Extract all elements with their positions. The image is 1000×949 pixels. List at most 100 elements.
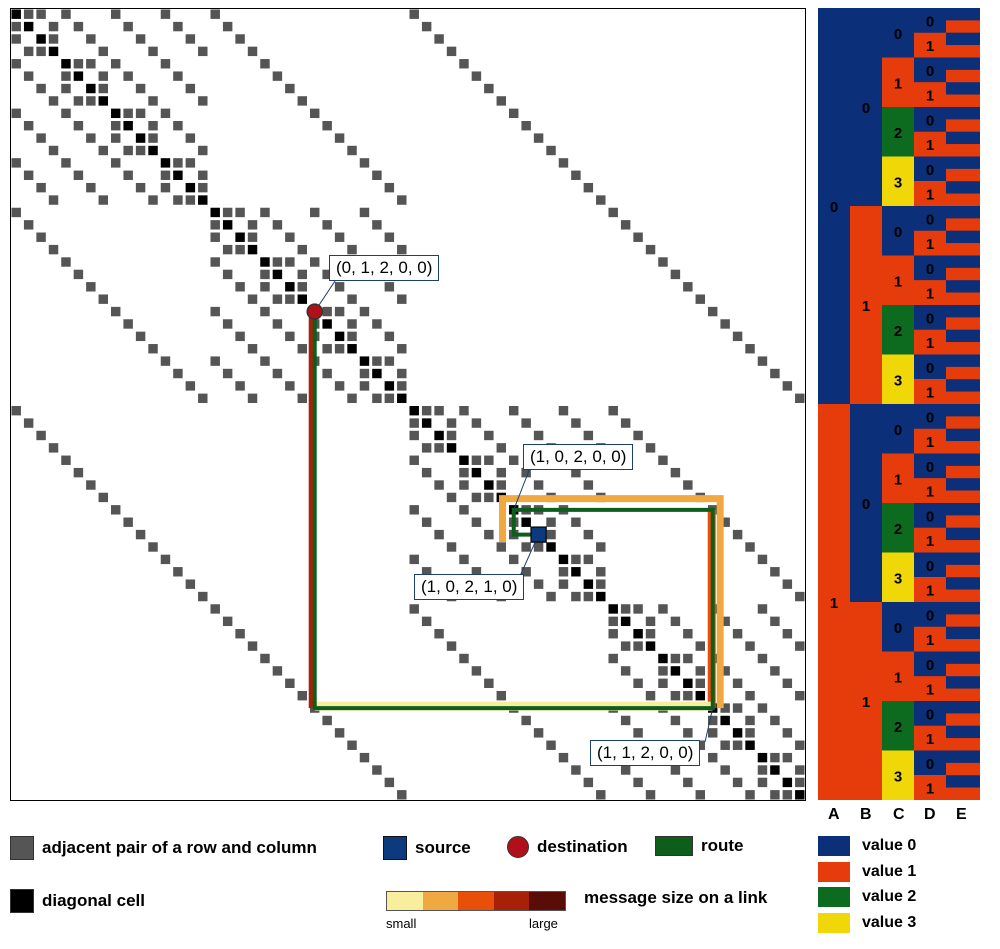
adjacent-cell xyxy=(446,46,457,57)
adjacent-cell xyxy=(123,108,133,119)
adjacent-cell xyxy=(73,96,84,106)
value-1-label: value 1 xyxy=(862,863,917,880)
destination-icon xyxy=(507,836,529,858)
adjacent-cell xyxy=(571,170,581,180)
sidebar-block xyxy=(946,131,980,145)
adjacent-cell xyxy=(409,505,419,515)
legend-value-1: value 1 xyxy=(818,862,916,882)
diagonal-cell xyxy=(421,418,432,428)
adjacent-cell xyxy=(757,604,768,614)
adjacent-cell xyxy=(36,83,46,94)
legend-destination: destination xyxy=(507,836,628,858)
adjacent-cell xyxy=(421,517,432,527)
diagonal-cell xyxy=(48,46,59,57)
adjacent-cell xyxy=(372,220,382,230)
adjacent-cell xyxy=(160,9,171,19)
adjacent-cell xyxy=(633,232,643,242)
sidebar-value-label: 0 xyxy=(894,422,902,439)
diagonal-cell xyxy=(148,145,158,156)
sidebar-block xyxy=(946,69,980,83)
adjacent-cell xyxy=(334,232,345,242)
adjacent-cell xyxy=(334,282,345,292)
diagonal-cell xyxy=(160,158,171,168)
sidebar-value-label: 1 xyxy=(926,781,934,798)
diagonal-cell xyxy=(198,195,208,205)
adjacent-cell xyxy=(73,170,84,180)
sidebar-value-label: 0 xyxy=(926,112,934,129)
scale-cell-1 xyxy=(387,892,423,910)
adjacent-cell xyxy=(409,9,419,19)
adjacent-cell xyxy=(173,195,183,205)
matrix-cells xyxy=(11,9,805,800)
adjacent-cell xyxy=(272,666,283,676)
adjacent-cell xyxy=(61,71,71,81)
adjacent-cell xyxy=(198,96,208,106)
adjacent-cell xyxy=(334,381,345,391)
sidebar-block xyxy=(946,441,980,454)
adjacent-cell xyxy=(695,790,706,800)
adjacent-cell xyxy=(720,703,730,713)
diagonal-cell xyxy=(583,579,594,589)
adjacent-cell xyxy=(260,653,270,664)
adjacent-cell xyxy=(670,715,681,726)
adjacent-cell xyxy=(533,133,544,143)
diagonal-cell xyxy=(347,344,357,354)
adjacent-cell xyxy=(334,133,345,143)
adjacent-cell xyxy=(658,666,668,676)
sidebar-value-label: 2 xyxy=(894,521,902,538)
sidebar-block xyxy=(946,453,980,466)
adjacent-cell xyxy=(620,765,631,775)
adjacent-cell xyxy=(23,121,34,131)
adjacent-cell xyxy=(546,529,556,540)
diagonal-cell xyxy=(297,294,308,304)
adjacent-cell xyxy=(235,381,245,391)
adjacent-cell xyxy=(608,405,618,416)
adjacent-cell xyxy=(110,9,121,19)
adjacent-cell xyxy=(210,356,220,366)
adjacent-cell xyxy=(558,158,569,168)
adjacent-cell xyxy=(210,306,220,317)
value-3-label: value 3 xyxy=(862,914,917,931)
diagonal-cell xyxy=(272,269,283,280)
legend-source-label: source xyxy=(415,838,471,857)
adjacent-cell xyxy=(285,232,295,242)
adjacent-cell xyxy=(86,133,96,143)
adjacent-cell xyxy=(670,467,681,478)
adjacent-cell xyxy=(222,616,233,627)
sidebar-block xyxy=(946,416,980,429)
sidebar-block xyxy=(946,663,980,677)
adjacent-cell xyxy=(247,232,258,242)
source-coordinate-label: (1, 0, 2, 1, 0) xyxy=(414,574,525,600)
legend-adjacent-label: adjacent pair of a row and column xyxy=(42,838,317,857)
diagonal-cell xyxy=(185,182,196,193)
adjacent-cell xyxy=(795,393,805,404)
legend-value-3: value 3 xyxy=(818,913,916,933)
adjacent-cell xyxy=(148,121,158,131)
sidebar-value-label: 1 xyxy=(894,273,902,290)
sidebar-value-label: 1 xyxy=(926,484,934,501)
adjacent-cell xyxy=(48,443,59,453)
adjacent-cell xyxy=(459,405,469,416)
sidebar-value-label: 1 xyxy=(926,385,934,402)
adjacent-cell xyxy=(471,418,482,428)
adjacent-cell xyxy=(359,207,370,218)
sidebar-value-label: 3 xyxy=(894,372,902,389)
adjacent-cell xyxy=(496,480,507,490)
adjacent-cell xyxy=(795,740,805,750)
adjacent-cell xyxy=(73,59,84,69)
adjacent-cell xyxy=(247,220,258,230)
adjacent-cell xyxy=(645,690,656,701)
adjacent-cell xyxy=(670,690,681,701)
adjacent-cell xyxy=(720,616,730,627)
sidebar-value-label: 0 xyxy=(894,620,902,637)
value-2-swatch xyxy=(818,887,850,907)
adjacent-cell xyxy=(372,393,382,404)
adjacent-cell xyxy=(496,467,507,478)
adjacent-cell xyxy=(135,331,146,342)
adjacent-cell xyxy=(260,269,270,280)
adjacent-cell xyxy=(658,257,668,267)
adjacent-cell xyxy=(782,381,793,391)
sidebar-value-label: 2 xyxy=(894,323,902,340)
adjacent-cell xyxy=(347,319,357,329)
sidebar-value-label: 1 xyxy=(894,669,902,686)
